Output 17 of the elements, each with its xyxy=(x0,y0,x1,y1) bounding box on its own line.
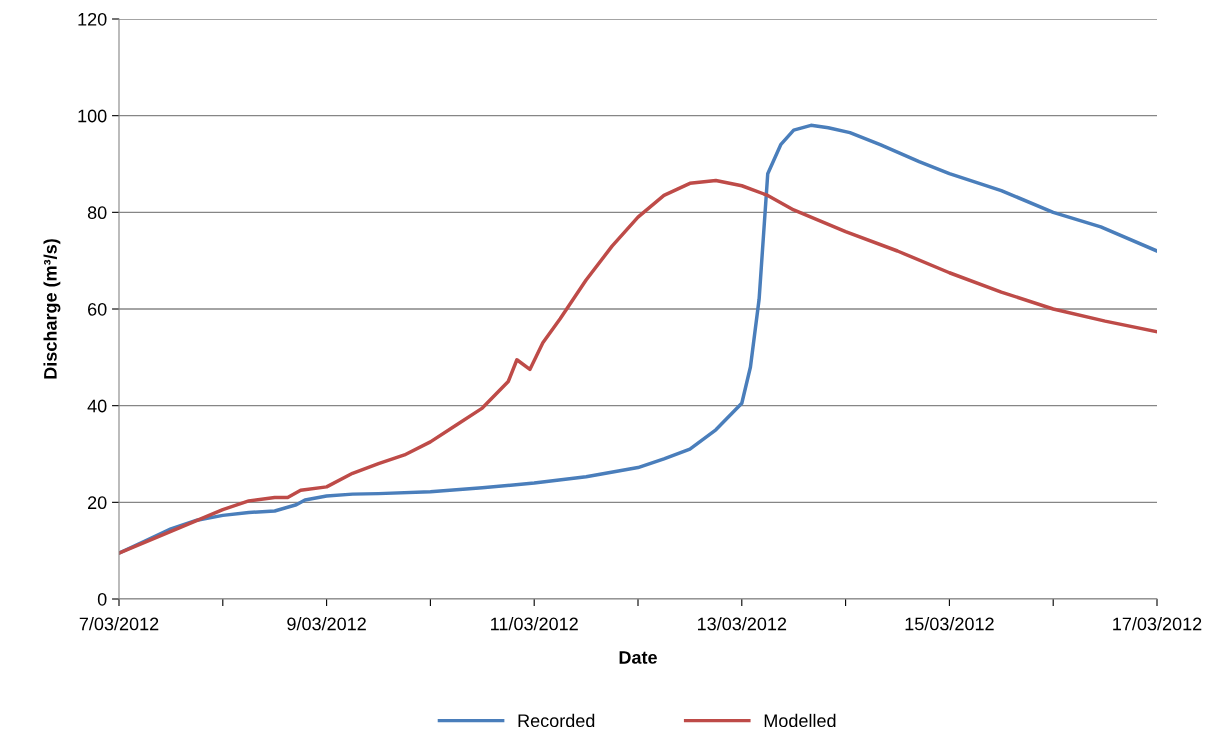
x-tick-label: 11/03/2012 xyxy=(491,617,578,631)
y-tick-label: 120 xyxy=(78,12,107,26)
legend-label: Modelled xyxy=(764,713,836,728)
x-tick-label: 15/03/2012 xyxy=(905,617,994,631)
y-tick-label: 40 xyxy=(87,399,107,413)
y-tick-label: 60 xyxy=(88,302,107,316)
x-tick-label: 9/03/2012 xyxy=(287,617,366,631)
legend-label: Recorded xyxy=(518,713,595,728)
x-tick-label: 17/03/2012 xyxy=(1113,617,1202,631)
x-axis-title: Date xyxy=(619,651,657,664)
y-tick-label: 20 xyxy=(88,496,107,510)
x-tick-label: 13/03/2012 xyxy=(698,617,787,631)
y-tick-label: 0 xyxy=(97,592,107,606)
x-tick-label: 7/03/2012 xyxy=(79,617,159,631)
y-tick-label: 80 xyxy=(87,206,107,220)
y-axis-title: Discharge (m³/s) xyxy=(43,239,61,379)
y-tick-label: 100 xyxy=(78,109,107,123)
